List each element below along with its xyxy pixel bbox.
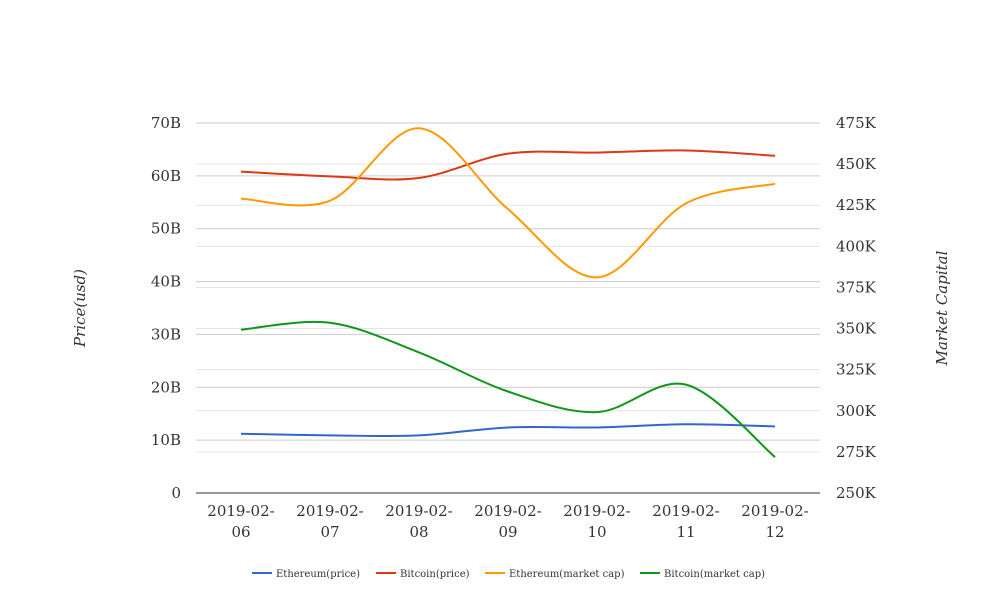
x-tick-label-line: 11: [676, 523, 695, 541]
left-axis-ticks: 0 10B 20B 30B 40B 50B 60B 70B: [151, 114, 181, 502]
left-tick-label: 30B: [151, 325, 181, 343]
data-point-bitcoin-price: [685, 149, 687, 151]
x-tick-label: 2019-02- 06: [207, 502, 274, 541]
legend-item-label: Bitcoin(price): [400, 569, 470, 580]
right-tick-label: 325K: [836, 361, 877, 379]
left-tick-label: 10B: [151, 431, 181, 449]
data-point-bitcoin-price: [507, 152, 509, 154]
x-tick-label-line: 07: [320, 523, 339, 541]
x-tick-label-line: 2019-02-: [563, 502, 630, 520]
x-tick-label-line: 2019-02-: [296, 502, 363, 520]
x-tick-label: 2019-02- 07: [296, 502, 363, 541]
data-point-bitcoin-price: [240, 170, 242, 172]
right-tick-label: 450K: [836, 155, 877, 173]
x-tick-label-line: 2019-02-: [474, 502, 541, 520]
left-tick-label: 50B: [151, 220, 181, 238]
left-tick-label: 40B: [151, 273, 181, 291]
x-tick-label-line: 2019-02-: [207, 502, 274, 520]
data-point-ethereum-price: [596, 426, 598, 428]
series-line-ethereum-price: [240, 423, 776, 438]
data-point-bitcoin-market-cap: [774, 456, 776, 458]
data-point-ethereum-market-cap: [240, 197, 242, 199]
data-point-ethereum-market-cap: [507, 208, 509, 210]
right-axis-title: Market Capital: [933, 250, 951, 366]
x-tick-label-line: 2019-02-: [652, 502, 719, 520]
data-point-ethereum-market-cap: [418, 127, 420, 129]
data-point-ethereum-price: [507, 426, 509, 428]
right-tick-label: 425K: [836, 196, 877, 214]
series-line-bitcoin-price: [240, 149, 776, 181]
series-lines: [240, 127, 776, 458]
legend-item-label: Ethereum(price): [276, 569, 360, 580]
x-tick-label: 2019-02- 11: [652, 502, 719, 541]
right-tick-label: 375K: [836, 278, 877, 296]
legend-item-label: Ethereum(market cap): [509, 569, 625, 580]
data-point-bitcoin-price: [329, 175, 331, 177]
data-point-bitcoin-market-cap: [329, 322, 331, 324]
series-line-bitcoin-market-cap: [240, 320, 776, 458]
data-point-ethereum-price: [240, 433, 242, 435]
x-tick-label-line: 2019-02-: [385, 502, 452, 520]
x-tick-label-line: 10: [587, 523, 606, 541]
series-line-ethereum-market-cap: [240, 127, 776, 279]
grid-lines: [196, 122, 820, 453]
left-tick-label: 20B: [151, 378, 181, 396]
x-tick-label-line: 06: [231, 523, 250, 541]
data-point-bitcoin-market-cap: [240, 328, 242, 330]
x-tick-label: 2019-02- 09: [474, 502, 541, 541]
data-point-ethereum-market-cap: [774, 183, 776, 185]
data-point-bitcoin-market-cap: [596, 411, 598, 413]
legend: Ethereum(price) Bitcoin(price) Ethereum(ma…: [252, 569, 765, 580]
right-tick-label: 275K: [836, 443, 877, 461]
right-tick-label: 475K: [836, 114, 877, 132]
data-point-ethereum-price: [418, 434, 420, 436]
x-tick-label: 2019-02- 12: [741, 502, 808, 541]
x-tick-label: 2019-02- 08: [385, 502, 452, 541]
right-tick-label: 300K: [836, 402, 877, 420]
data-point-bitcoin-price: [596, 151, 598, 153]
data-point-ethereum-price: [774, 425, 776, 427]
right-tick-label: 250K: [836, 484, 877, 502]
data-point-bitcoin-price: [774, 155, 776, 157]
data-point-bitcoin-market-cap: [418, 351, 420, 353]
data-point-ethereum-price: [685, 423, 687, 425]
data-point-bitcoin-market-cap: [507, 390, 509, 392]
x-tick-label-line: 12: [765, 523, 784, 541]
x-tick-label-line: 09: [498, 523, 517, 541]
right-tick-label: 400K: [836, 237, 877, 255]
x-axis-ticks: 2019-02- 06 2019-02- 07 2019-02- 08 2019-02- 09…: [207, 502, 808, 541]
data-point-ethereum-market-cap: [685, 202, 687, 204]
x-tick-label-line: 08: [409, 523, 428, 541]
data-point-bitcoin-market-cap: [685, 383, 687, 385]
left-tick-label: 60B: [151, 167, 181, 185]
right-tick-label: 350K: [836, 320, 877, 338]
left-tick-label: 70B: [151, 114, 181, 132]
x-tick-label-line: 2019-02-: [741, 502, 808, 520]
data-point-ethereum-price: [329, 434, 331, 436]
left-tick-label: 0: [171, 484, 181, 502]
x-tick-label: 2019-02- 10: [563, 502, 630, 541]
data-point-ethereum-market-cap: [596, 276, 598, 278]
left-axis-title: Price(usd): [71, 269, 89, 348]
legend-item-label: Bitcoin(market cap): [664, 569, 765, 580]
data-point-bitcoin-price: [418, 177, 420, 179]
data-point-ethereum-market-cap: [329, 200, 331, 202]
right-axis-ticks: 250K 275K 300K 325K 350K 375K 400K 425K 450K 475K: [836, 114, 877, 502]
